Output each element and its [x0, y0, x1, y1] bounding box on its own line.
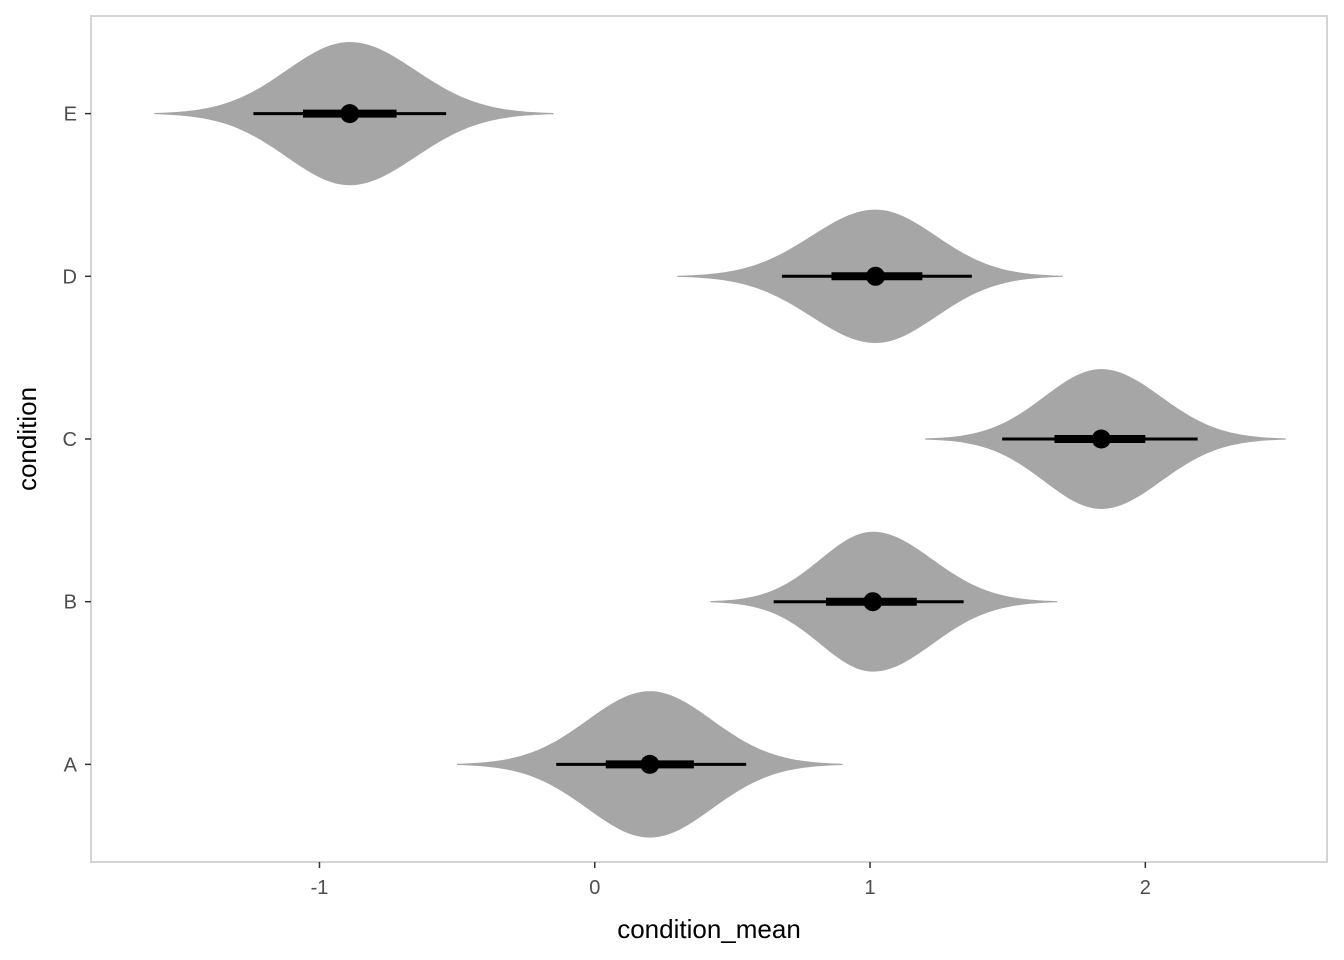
point-d [866, 266, 886, 286]
point-c [1091, 429, 1111, 449]
point-a [640, 754, 660, 774]
y-tick-label-c: C [63, 429, 77, 451]
y-axis-title: condition [12, 387, 42, 491]
x-tick-label-1: 1 [864, 877, 875, 899]
x-axis-title: condition_mean [617, 914, 801, 944]
x-tick-label--1: -1 [311, 877, 329, 899]
x-tick-label-2: 2 [1140, 877, 1151, 899]
x-axis: -1 0 1 2 [311, 862, 1151, 899]
y-tick-label-d: D [63, 266, 77, 288]
y-tick-label-e: E [64, 104, 77, 126]
point-e [340, 104, 360, 124]
y-tick-label-b: B [64, 592, 77, 614]
y-axis: A B C D E [63, 104, 91, 776]
intervals-layer [253, 104, 1198, 774]
y-tick-label-a: A [64, 754, 78, 776]
x-tick-label-0: 0 [589, 877, 600, 899]
point-b [863, 592, 883, 612]
